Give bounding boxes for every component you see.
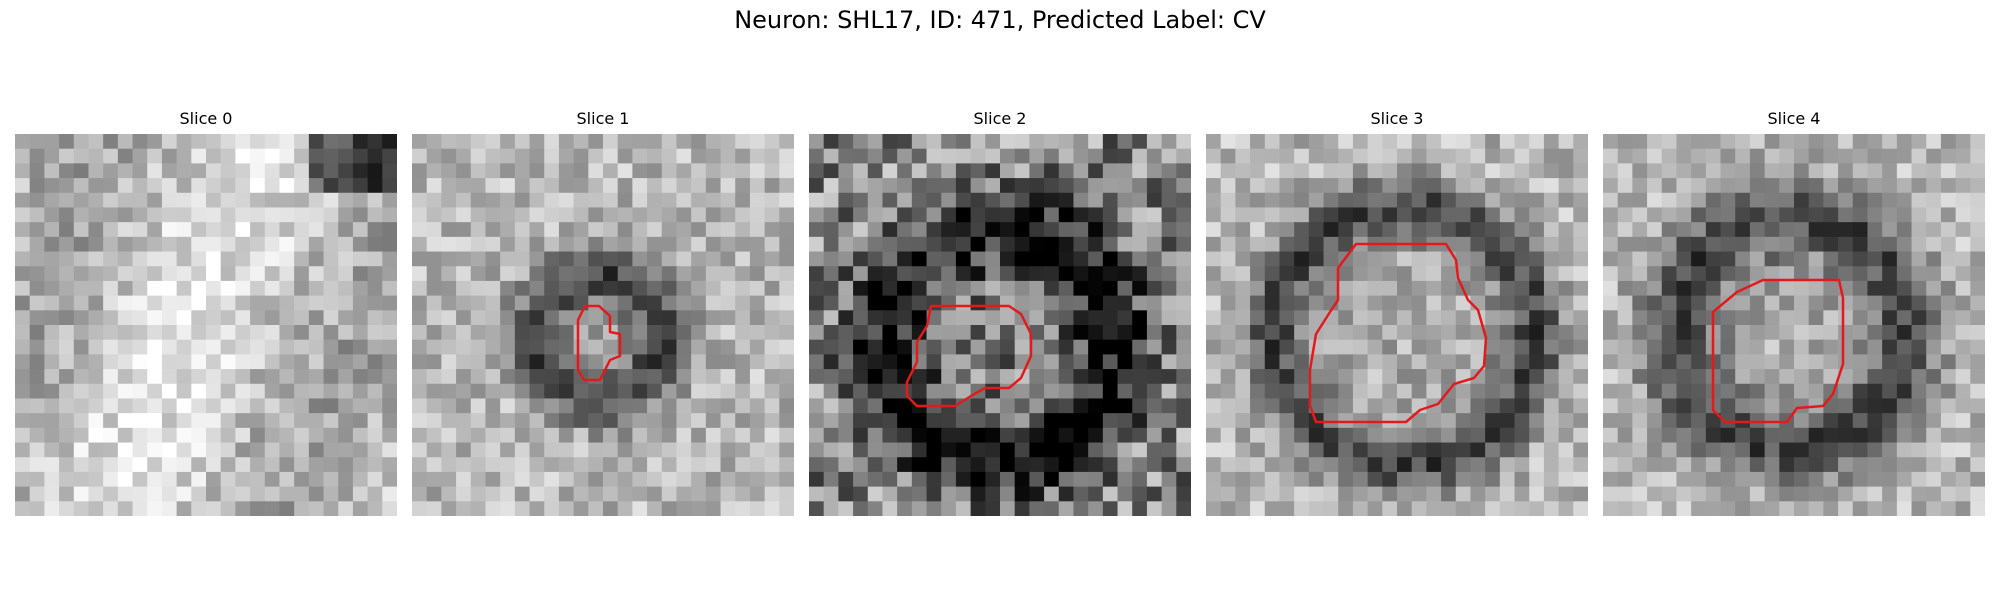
slice-title: Slice 3 (1370, 109, 1424, 128)
slice-image (1603, 134, 1985, 516)
slice-image (809, 134, 1191, 516)
slice-pixels (15, 134, 397, 516)
slice-panel-1: Slice 1 (412, 0, 794, 600)
figure-title: Neuron: SHL17, ID: 471, Predicted Label:… (734, 6, 1266, 34)
slice-title: Slice 1 (576, 109, 630, 128)
slice-panel-0: Slice 0 (15, 0, 397, 600)
slice-panel-3: Slice 3 (1206, 0, 1588, 600)
slice-title: Slice 4 (1767, 109, 1821, 128)
segmentation-contour (1711, 278, 1845, 424)
segmentation-contour (905, 304, 1033, 408)
segmentation-contour (1308, 242, 1488, 424)
slice-panel-2: Slice 2 (809, 0, 1191, 600)
slice-pixels (412, 134, 794, 516)
slice-image (412, 134, 794, 516)
slice-panel-4: Slice 4 (1603, 0, 1985, 600)
slice-pixels (809, 134, 1191, 516)
slice-title: Slice 2 (973, 109, 1027, 128)
slice-image (15, 134, 397, 516)
slice-pixels (1603, 134, 1985, 516)
slice-title: Slice 0 (179, 109, 233, 128)
segmentation-contour (576, 304, 622, 382)
slice-pixels (1206, 134, 1588, 516)
slice-image (1206, 134, 1588, 516)
